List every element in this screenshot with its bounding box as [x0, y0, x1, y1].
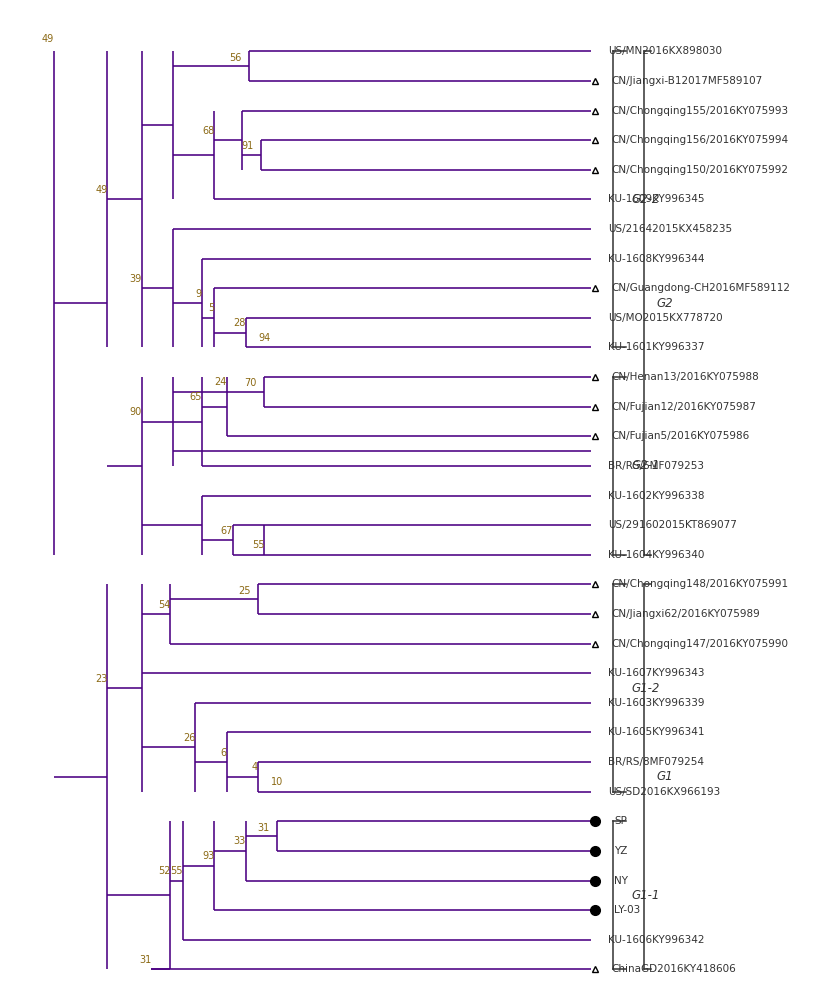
Text: 23: 23: [95, 674, 107, 684]
Text: 25: 25: [238, 586, 251, 596]
Text: 6: 6: [221, 748, 227, 758]
Text: KU-1605KY996341: KU-1605KY996341: [608, 727, 704, 737]
Text: 70: 70: [244, 378, 257, 388]
Text: KU-1601KY996337: KU-1601KY996337: [608, 342, 704, 352]
Text: KU-1603KY996339: KU-1603KY996339: [608, 698, 704, 708]
Text: KU-1606KY996342: KU-1606KY996342: [608, 935, 704, 945]
Text: 39: 39: [130, 274, 142, 284]
Text: 9: 9: [195, 289, 202, 299]
Text: CN/Jiangxi-B12017MF589107: CN/Jiangxi-B12017MF589107: [611, 76, 762, 86]
Text: CN/Guangdong-CH2016MF589112: CN/Guangdong-CH2016MF589112: [611, 283, 790, 293]
Text: 67: 67: [221, 526, 233, 536]
Text: 91: 91: [242, 141, 254, 151]
Text: G2: G2: [657, 297, 673, 310]
Text: G1: G1: [657, 770, 673, 783]
Text: CN/Fujian12/2016KY075987: CN/Fujian12/2016KY075987: [611, 402, 756, 412]
Text: G1-2: G1-2: [632, 682, 660, 695]
Text: 5: 5: [208, 303, 214, 313]
Text: 10: 10: [271, 777, 283, 787]
Text: 52: 52: [158, 866, 170, 876]
Text: KU-1604KY996340: KU-1604KY996340: [608, 550, 704, 560]
Text: 56: 56: [229, 53, 241, 63]
Text: 28: 28: [233, 318, 246, 328]
Text: ChinaGD2016KY418606: ChinaGD2016KY418606: [611, 964, 736, 974]
Text: 90: 90: [130, 407, 142, 417]
Text: 26: 26: [183, 733, 195, 743]
Text: 31: 31: [139, 955, 151, 965]
Text: US/MO2015KX778720: US/MO2015KX778720: [608, 313, 722, 323]
Text: 31: 31: [257, 823, 270, 833]
Text: CN/Henan13/2016KY075988: CN/Henan13/2016KY075988: [611, 372, 759, 382]
Text: US/SD2016KX966193: US/SD2016KX966193: [608, 787, 721, 797]
Text: YZ: YZ: [614, 846, 627, 856]
Text: 33: 33: [234, 836, 246, 846]
Text: KU-1602KY996338: KU-1602KY996338: [608, 491, 704, 501]
Text: SP: SP: [614, 816, 627, 826]
Text: CN/Chongqing150/2016KY075992: CN/Chongqing150/2016KY075992: [611, 165, 788, 175]
Text: LY-03: LY-03: [614, 905, 641, 915]
Text: BR/RS/6MF079253: BR/RS/6MF079253: [608, 461, 704, 471]
Text: 68: 68: [202, 126, 214, 136]
Text: 55: 55: [170, 866, 183, 876]
Text: 49: 49: [96, 185, 107, 195]
Text: 94: 94: [258, 333, 270, 343]
Text: KU-1609KY996345: KU-1609KY996345: [608, 194, 704, 204]
Text: CN/Chongqing148/2016KY075991: CN/Chongqing148/2016KY075991: [611, 579, 788, 589]
Text: 4: 4: [252, 762, 258, 772]
Text: BR/RS/8MF079254: BR/RS/8MF079254: [608, 757, 704, 767]
Text: KU-1608KY996344: KU-1608KY996344: [608, 254, 704, 264]
Text: 55: 55: [252, 540, 265, 550]
Text: 24: 24: [214, 377, 227, 387]
Text: CN/Chongqing155/2016KY075993: CN/Chongqing155/2016KY075993: [611, 106, 788, 116]
Text: US/MN2016KX898030: US/MN2016KX898030: [608, 46, 722, 56]
Text: G2-2: G2-2: [632, 193, 660, 206]
Text: G2-1: G2-1: [632, 459, 660, 472]
Text: US/21642015KX458235: US/21642015KX458235: [608, 224, 732, 234]
Text: G1-1: G1-1: [632, 889, 660, 902]
Text: CN/Chongqing156/2016KY075994: CN/Chongqing156/2016KY075994: [611, 135, 788, 145]
Text: CN/Fujian5/2016KY075986: CN/Fujian5/2016KY075986: [611, 431, 749, 441]
Text: KU-1607KY996343: KU-1607KY996343: [608, 668, 704, 678]
Text: US/291602015KT869077: US/291602015KT869077: [608, 520, 737, 530]
Text: 93: 93: [202, 851, 214, 861]
Text: 65: 65: [190, 392, 202, 402]
Text: 54: 54: [158, 600, 170, 610]
Text: NY: NY: [614, 876, 628, 886]
Text: CN/Chongqing147/2016KY075990: CN/Chongqing147/2016KY075990: [611, 639, 788, 649]
Text: CN/Jiangxi62/2016KY075989: CN/Jiangxi62/2016KY075989: [611, 609, 760, 619]
Text: 49: 49: [42, 34, 54, 44]
